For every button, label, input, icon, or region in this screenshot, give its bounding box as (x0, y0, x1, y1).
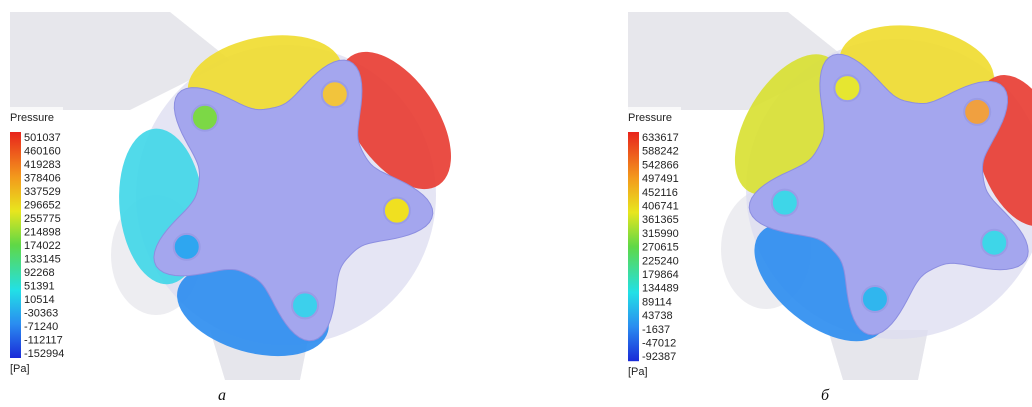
rotor-hole (834, 75, 860, 101)
rotor-hole (981, 230, 1007, 256)
legend-value: 296652 (24, 200, 61, 212)
legend-value: -71240 (24, 321, 58, 333)
legend-value: 419283 (24, 159, 61, 171)
rotor-hole (964, 99, 990, 125)
rotor-hole (192, 105, 218, 131)
colorbar (10, 132, 21, 358)
legend-value: 255775 (24, 213, 61, 225)
legend-value: -47012 (642, 338, 676, 350)
legend-value: 588242 (642, 146, 679, 158)
legend-value: 51391 (24, 281, 55, 293)
legend-value: 406741 (642, 201, 679, 213)
legend-value: 378406 (24, 173, 61, 185)
legend-value: 174022 (24, 240, 61, 252)
rotor-hole (862, 286, 888, 312)
cfd-render (628, 12, 1032, 380)
legend-value: -112117 (24, 335, 63, 347)
legend-value: 10514 (24, 294, 55, 306)
legend-value: 179864 (642, 269, 679, 281)
legend-value: 633617 (642, 132, 679, 144)
legend-title: Pressure (628, 112, 672, 124)
rotor-hole (772, 190, 798, 216)
legend-title: Pressure (10, 112, 54, 124)
legend-value: 133145 (24, 254, 61, 266)
cfd-render (10, 12, 474, 380)
legend-value: 214898 (24, 227, 61, 239)
legend-value: -152994 (24, 348, 64, 360)
legend-value: 225240 (642, 255, 679, 267)
legend-value: 43738 (642, 310, 673, 322)
legend-value: 497491 (642, 173, 679, 185)
rotor-hole (292, 292, 318, 318)
colorbar (628, 132, 639, 361)
caption: а (218, 387, 226, 404)
legend-value: 315990 (642, 228, 679, 240)
legend-value: 361365 (642, 214, 679, 226)
legend-value: 501037 (24, 132, 61, 144)
legend-value: -1637 (642, 324, 670, 336)
legend-value: 337529 (24, 186, 61, 198)
legend-unit: [Pa] (10, 363, 30, 375)
rotor-hole (174, 234, 200, 260)
legend-value: 460160 (24, 146, 61, 158)
legend-value: 134489 (642, 283, 679, 295)
legend-value: -92387 (642, 351, 676, 363)
rotor-hole (322, 81, 348, 107)
legend-unit: [Pa] (628, 366, 648, 378)
caption: б (821, 387, 830, 404)
legend-value: 452116 (642, 187, 678, 199)
legend-value: -30363 (24, 308, 58, 320)
legend-value: 270615 (642, 242, 679, 254)
figure: Pressure 501037 460160419283 378406337529 29… (0, 0, 1032, 407)
legend-value: 89114 (642, 296, 672, 308)
rotor-hole (384, 198, 410, 224)
legend-value: 542866 (642, 159, 679, 171)
legend-value: 92268 (24, 267, 55, 279)
